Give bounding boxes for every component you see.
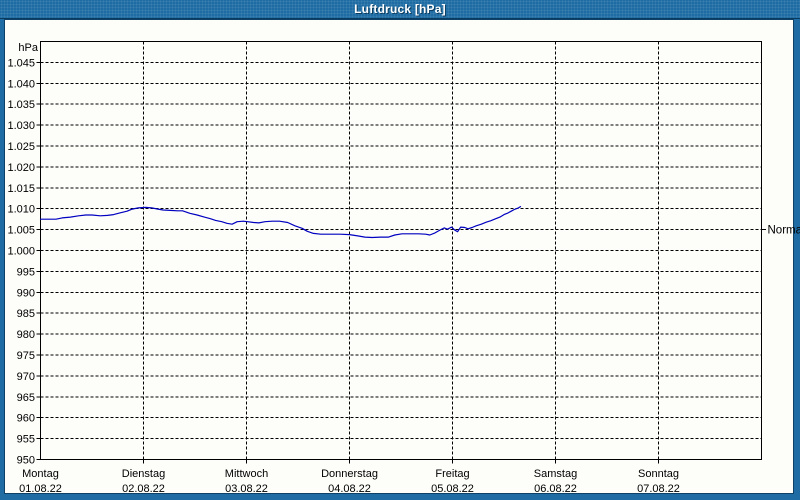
y-tick-label: 995 xyxy=(17,266,35,278)
y-tick-label: 1.000 xyxy=(7,246,35,258)
x-day-date-label: 02.08.22 xyxy=(122,483,165,495)
normal-marker-label: Normal xyxy=(768,225,800,237)
x-day-weekday-label: Montag xyxy=(22,468,59,480)
title-bar: Luftdruck [hPa] xyxy=(0,0,800,19)
y-tick-label: 975 xyxy=(17,350,35,362)
y-tick-label: 965 xyxy=(17,392,35,404)
y-tick-label: 950 xyxy=(17,455,35,467)
pressure-line xyxy=(39,206,522,239)
x-day-weekday-label: Donnerstag xyxy=(321,468,378,480)
y-tick-label: 1.005 xyxy=(7,225,35,237)
y-tick-label: 980 xyxy=(17,329,35,341)
window-title: Luftdruck [hPa] xyxy=(354,2,446,16)
y-tick-label: 990 xyxy=(17,287,35,299)
plot-border xyxy=(40,41,762,460)
x-day-date-label: 04.08.22 xyxy=(328,483,371,495)
x-day-weekday-label: Sonntag xyxy=(638,468,679,480)
y-tick-label: 960 xyxy=(17,413,35,425)
y-tick-label: 1.030 xyxy=(7,120,35,132)
y-axis-unit-label: hPa xyxy=(18,42,38,54)
y-tick-label: 970 xyxy=(17,371,35,383)
x-day-date-label: 06.08.22 xyxy=(534,483,577,495)
y-tick-label: 1.040 xyxy=(7,78,35,90)
y-tick-label: 985 xyxy=(17,308,35,320)
x-day-weekday-label: Dienstag xyxy=(122,468,165,480)
y-tick-label: 1.015 xyxy=(7,183,35,195)
x-day-date-label: 05.08.22 xyxy=(431,483,474,495)
x-day-date-label: 07.08.22 xyxy=(637,483,680,495)
y-tick-label: 1.010 xyxy=(7,204,35,216)
x-day-date-label: 03.08.22 xyxy=(225,483,268,495)
y-tick-label: 1.035 xyxy=(7,99,35,111)
y-tick-label: 1.045 xyxy=(7,57,35,69)
x-day-weekday-label: Mittwoch xyxy=(225,468,268,480)
x-day-date-label: 01.08.22 xyxy=(19,483,62,495)
x-day-weekday-label: Freitag xyxy=(435,468,469,480)
x-day-weekday-label: Samstag xyxy=(534,468,577,480)
y-tick-label: 1.020 xyxy=(7,162,35,174)
y-tick-label: 955 xyxy=(17,434,35,446)
y-tick-label: 1.025 xyxy=(7,141,35,153)
